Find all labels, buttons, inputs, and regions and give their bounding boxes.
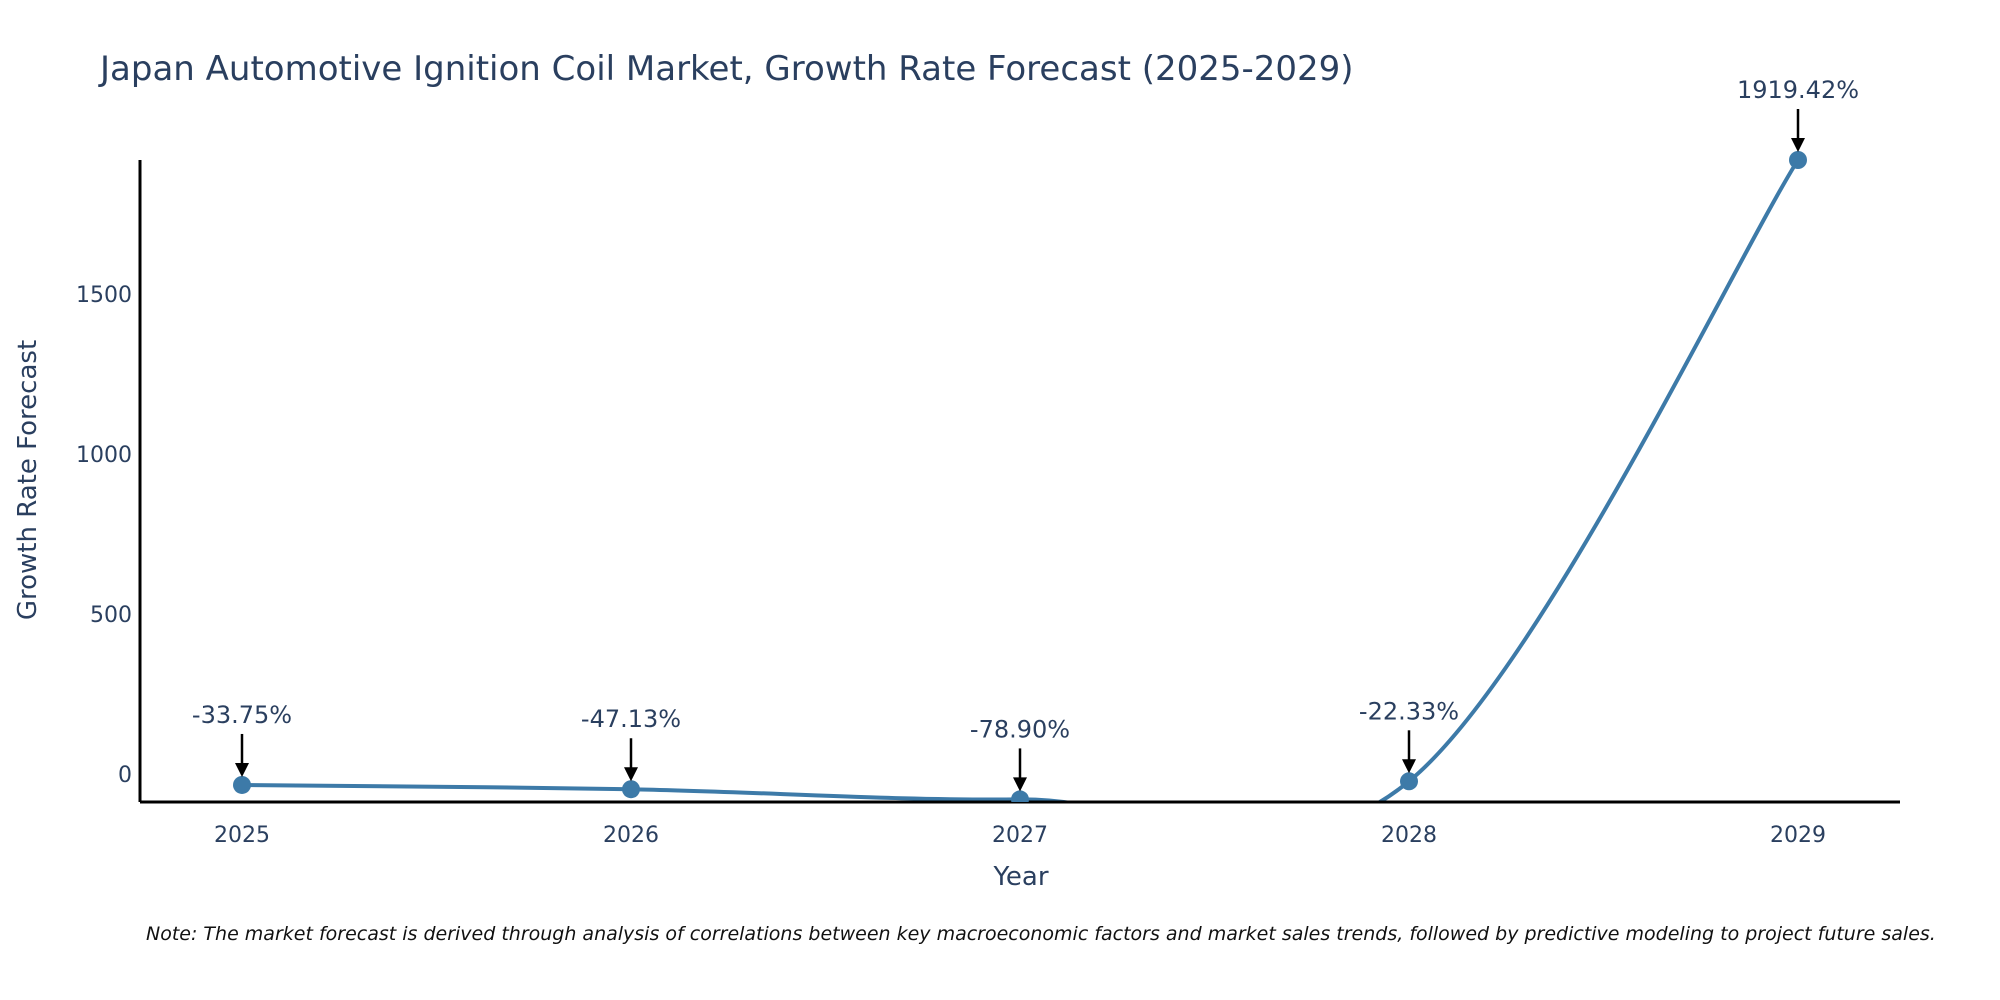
annotation-arrow xyxy=(1791,109,1805,152)
x-tick-label: 2029 xyxy=(1770,823,1826,848)
data-point xyxy=(233,775,251,794)
data-markers xyxy=(233,151,1807,802)
y-tick-label: 1500 xyxy=(76,283,132,308)
annotation-arrow xyxy=(1013,748,1027,792)
data-point xyxy=(622,780,640,799)
annotation-arrow-head xyxy=(624,767,638,782)
y-tick-label: 1000 xyxy=(76,443,132,468)
y-tick-label: 500 xyxy=(90,603,132,628)
data-point xyxy=(1400,772,1418,791)
data-label: -33.75% xyxy=(192,701,292,729)
data-label: -22.33% xyxy=(1359,697,1459,725)
y-tick-label: 0 xyxy=(118,763,132,788)
y-axis-title: Growth Rate Forecast xyxy=(13,340,43,620)
x-tick-label: 2025 xyxy=(214,823,270,848)
data-label: -47.13% xyxy=(581,705,681,733)
annotation-arrow xyxy=(1402,730,1416,774)
x-tick-label: 2026 xyxy=(603,823,659,848)
annotation-arrow xyxy=(235,733,249,777)
x-axis-title: Year xyxy=(992,862,1048,892)
data-label: 1919.42% xyxy=(1737,76,1859,104)
series-growth-rate xyxy=(240,158,1800,802)
annotation-arrow xyxy=(624,738,638,782)
data-point xyxy=(1789,151,1807,169)
annotation-arrow-head xyxy=(1402,759,1416,774)
annotation-arrow-head xyxy=(1013,777,1027,792)
data-annotations: -33.75% -47.13% -78.90% -22.33% 1919.42% xyxy=(192,76,1859,792)
series-line xyxy=(240,158,1800,802)
chart-note: Note: The market forecast is derived thr… xyxy=(146,923,1936,945)
data-point xyxy=(1011,790,1029,802)
x-axis-ticks: 2025 2026 2027 2028 2029 xyxy=(214,823,1826,848)
annotation-arrow-head xyxy=(1791,138,1805,152)
annotation-arrow-head xyxy=(235,762,249,777)
y-axis-ticks: 0 500 1000 1500 xyxy=(76,283,132,788)
x-tick-label: 2028 xyxy=(1381,823,1437,848)
x-tick-label: 2027 xyxy=(992,823,1048,848)
data-label: -78.90% xyxy=(970,715,1070,743)
chart-title: Japan Automotive Ignition Coil Market, G… xyxy=(98,49,1354,89)
